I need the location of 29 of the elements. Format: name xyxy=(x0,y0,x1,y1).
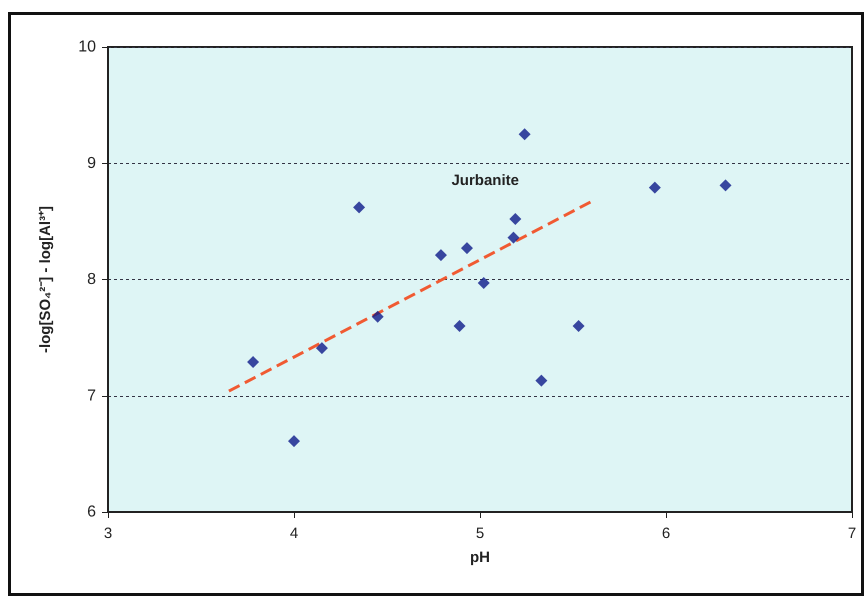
x-tick-label: 3 xyxy=(104,525,112,542)
point xyxy=(288,435,300,448)
point xyxy=(353,201,366,214)
x-tick-label: 4 xyxy=(290,525,298,542)
y-axis-title: -log[SO₄²⁻] - log[Al³⁺] xyxy=(37,206,54,354)
point xyxy=(509,213,522,226)
point xyxy=(454,320,466,332)
x-tick-label: 7 xyxy=(848,525,856,542)
y-tick-label: 10 xyxy=(78,38,96,56)
point xyxy=(460,242,473,254)
text: Jurbanite xyxy=(451,172,519,189)
x-tick-label: 5 xyxy=(476,525,484,542)
x-axis-title: pH xyxy=(470,549,490,566)
y-tick-label: 9 xyxy=(87,154,96,172)
point xyxy=(572,320,585,332)
point xyxy=(247,356,260,368)
point xyxy=(648,182,661,194)
x-tick-label: 6 xyxy=(662,525,670,542)
y-tick-label: 8 xyxy=(87,271,96,288)
point xyxy=(518,128,531,140)
point xyxy=(535,374,548,387)
point xyxy=(316,342,328,354)
point xyxy=(720,179,732,192)
point xyxy=(372,310,384,323)
point xyxy=(434,249,447,262)
y-tick-label: 6 xyxy=(87,504,96,520)
point xyxy=(478,276,490,289)
y-tick-label: 7 xyxy=(87,387,96,404)
point xyxy=(507,232,520,244)
